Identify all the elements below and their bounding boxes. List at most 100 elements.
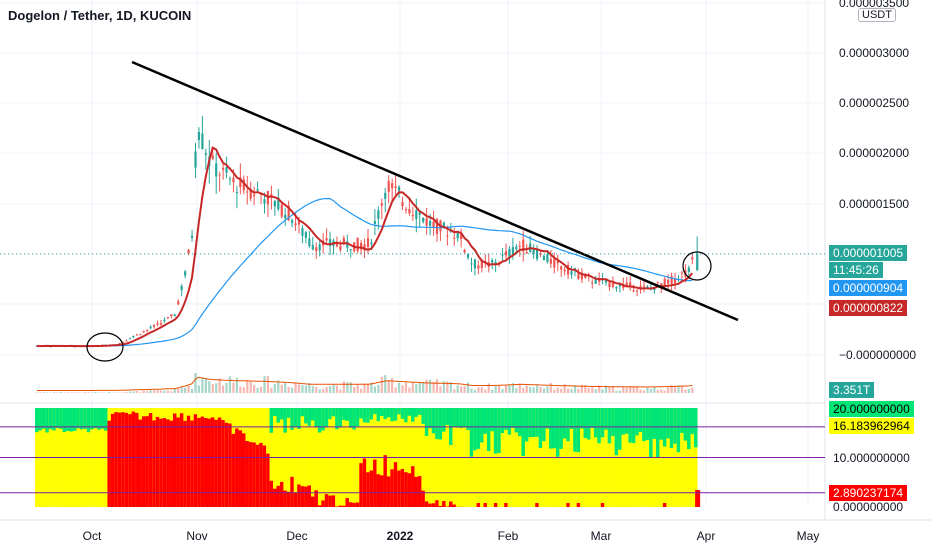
candle-body xyxy=(508,248,511,257)
indicator-bar-green xyxy=(645,408,650,440)
candle-body xyxy=(377,210,380,219)
indicator-bar-green xyxy=(290,408,294,430)
volume-bar xyxy=(639,389,642,393)
currency-button[interactable]: USDT xyxy=(858,8,896,22)
indicator-bar-red xyxy=(235,428,239,507)
indicator-bar-red xyxy=(200,416,205,507)
candle-body xyxy=(494,261,497,265)
indicator-bar-green xyxy=(66,408,70,431)
volume-bar xyxy=(139,392,142,393)
indicator-bar-red xyxy=(145,416,149,507)
indicator-bar-red xyxy=(273,488,277,507)
candle-body xyxy=(549,258,552,264)
volume-bar xyxy=(339,389,342,393)
indicator-bar-green xyxy=(642,408,646,442)
volume-bar xyxy=(587,387,590,393)
indicator-bar-red xyxy=(107,420,112,507)
candle-body xyxy=(477,265,480,269)
candle-body xyxy=(670,276,673,284)
candle-body xyxy=(232,177,235,183)
indicator-bar-green xyxy=(97,408,101,430)
volume-bar xyxy=(680,386,684,393)
indicator-level2-tag: 2.890237174 xyxy=(829,485,908,501)
indicator-bar-green xyxy=(324,408,329,428)
volume-bar xyxy=(342,381,345,393)
candle-body xyxy=(166,317,169,319)
candle-body xyxy=(177,301,180,305)
indicator-bar-green xyxy=(383,408,388,420)
ma-slow-line xyxy=(36,197,693,347)
volume-bar xyxy=(273,383,276,393)
ma-fast-tag: 0.000000822 xyxy=(829,300,908,316)
volume-bar xyxy=(46,392,49,393)
indicator-bar-red xyxy=(169,420,174,507)
volume-bar xyxy=(197,385,201,393)
volume-bar xyxy=(622,386,625,393)
indicator-bar-green xyxy=(600,408,605,438)
indicator-bar-green xyxy=(480,408,484,443)
ma-fast-line xyxy=(36,146,694,348)
indicator-bar-red xyxy=(228,423,232,507)
candle-body xyxy=(284,214,287,219)
indicator-bar-green xyxy=(286,408,291,418)
candle-body xyxy=(287,205,290,221)
indicator-bar-red xyxy=(214,419,218,507)
volume-bar xyxy=(280,384,283,393)
indicator-bar-red xyxy=(124,412,129,507)
indicator-bar-green xyxy=(38,408,43,431)
candle-body xyxy=(397,186,401,191)
candle-body xyxy=(360,242,363,250)
candle-body xyxy=(256,189,259,191)
highlight-circle xyxy=(682,251,712,281)
indicator-bar-green xyxy=(317,408,322,433)
volume-bar xyxy=(142,390,145,393)
volume-bar xyxy=(346,382,349,393)
volume-bar xyxy=(266,375,270,393)
candle-body xyxy=(366,238,370,247)
volume-bar xyxy=(153,390,156,393)
candle-body xyxy=(163,319,166,322)
volume-bar xyxy=(349,382,352,393)
indicator-bar-red xyxy=(190,420,194,507)
time-axis-label: May xyxy=(797,529,820,543)
candle-body xyxy=(425,218,428,226)
candle-body xyxy=(149,326,152,329)
volume-bar xyxy=(163,390,166,393)
indicator-bar-red xyxy=(245,441,250,507)
volume-bar xyxy=(377,384,380,393)
indicator-bar-green xyxy=(421,408,425,424)
volume-bar xyxy=(594,389,597,393)
indicator-bar-red xyxy=(152,420,156,507)
volume-bar xyxy=(422,381,425,393)
volume-bar xyxy=(194,372,197,393)
volume-bar xyxy=(546,386,549,393)
indicator-bar-red xyxy=(380,475,384,507)
candle-body xyxy=(515,246,518,250)
candle-body xyxy=(197,131,201,141)
candle-body xyxy=(142,331,145,333)
candle-body xyxy=(404,209,408,211)
indicator-bar-red xyxy=(224,422,229,507)
volume-bar xyxy=(553,389,556,393)
indicator-bar-red xyxy=(452,504,457,507)
volume-bar xyxy=(156,390,159,393)
indicator-bar-green xyxy=(283,408,287,433)
volume-bar xyxy=(335,385,339,393)
volume-bar xyxy=(629,386,632,393)
candle-body xyxy=(125,340,128,342)
indicator-bar-green xyxy=(521,408,526,456)
indicator-bar-green xyxy=(83,408,87,429)
volume-bar xyxy=(128,391,132,393)
candle-body xyxy=(611,283,615,287)
indicator-bar-green xyxy=(590,408,595,429)
candle-body xyxy=(691,257,694,260)
volume-bar xyxy=(173,388,176,393)
volume-bar xyxy=(670,384,673,393)
candle-body xyxy=(249,188,252,199)
candle-body xyxy=(615,287,618,289)
indicator-bar-green xyxy=(552,408,557,449)
candle-body xyxy=(453,237,456,239)
indicator-bar-red xyxy=(362,458,367,507)
indicator-bar-red xyxy=(414,476,419,507)
